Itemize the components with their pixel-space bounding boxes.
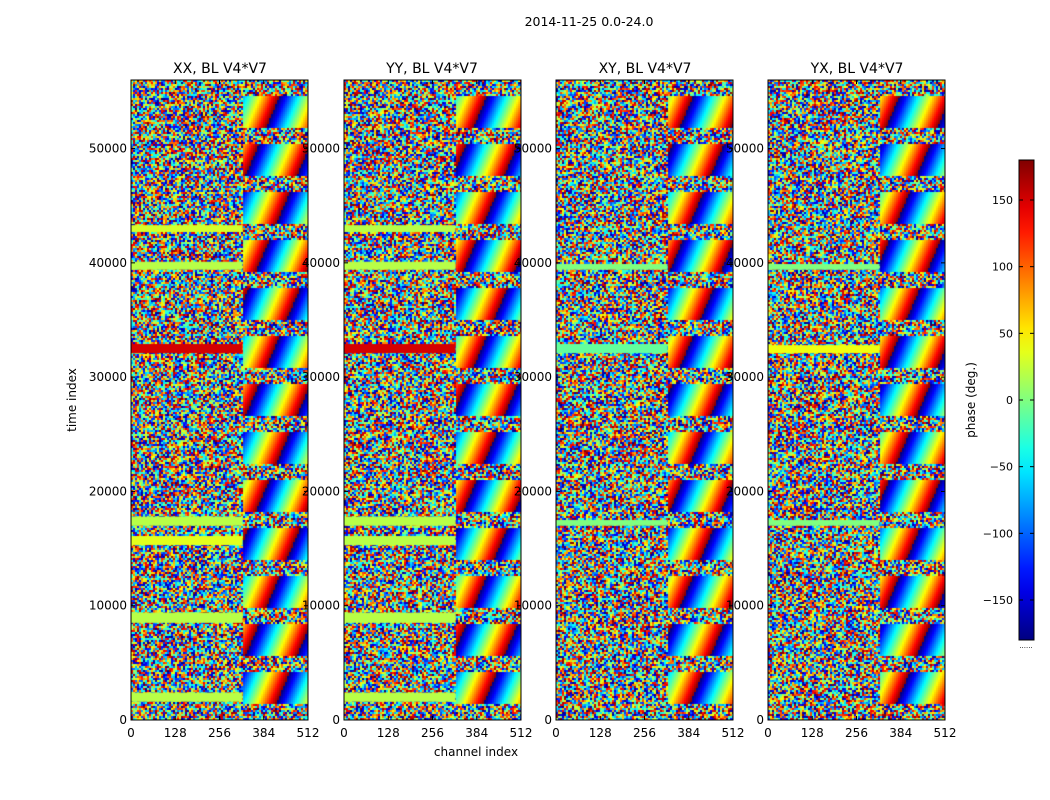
y-axis-label: time index — [65, 368, 79, 432]
y-tick-label: 50000 — [726, 142, 764, 156]
x-tick-label: 384 — [889, 726, 912, 740]
colorbar-tick-label: −100 — [983, 527, 1013, 540]
x-tick-label: 0 — [340, 726, 348, 740]
y-tick-label: 10000 — [726, 599, 764, 613]
x-tick-label: 256 — [208, 726, 231, 740]
y-tick-label: 50000 — [89, 142, 127, 156]
x-tick-label: 128 — [589, 726, 612, 740]
panel-title: YY, BL V4*V7 — [385, 61, 478, 77]
phase-image-3 — [768, 80, 945, 720]
panel-xx: XX, BL V4*V7 — [173, 61, 267, 77]
x-tick-label: 384 — [677, 726, 700, 740]
y-tick-label: 0 — [544, 713, 552, 727]
phase-image-1 — [344, 80, 521, 720]
panel-xy: XY, BL V4*V7 — [599, 61, 692, 77]
colorbar-tick-label: 150 — [992, 194, 1013, 207]
panel-title: XY, BL V4*V7 — [599, 61, 692, 77]
colorbar-label: phase (deg.) — [964, 362, 978, 438]
chart-marks: 0 128 256 384 512 0 10000 20000 30000 40000 50000 0… — [89, 79, 957, 740]
y-tick-label: 30000 — [302, 370, 340, 384]
y-tick-label: 0 — [119, 713, 127, 727]
colorbar: 150 100 50 0 −50 −100 −150 — [983, 159, 1035, 641]
panel-title: XX, BL V4*V7 — [173, 61, 267, 77]
x-tick-label: 384 — [465, 726, 488, 740]
colorbar-tick-label: −150 — [983, 594, 1013, 607]
x-tick-label: 128 — [164, 726, 187, 740]
colorbar-tick-label: −50 — [990, 461, 1013, 474]
x-tick-label: 256 — [845, 726, 868, 740]
x-tick-label: 128 — [801, 726, 824, 740]
x-tick-label: 512 — [722, 726, 745, 740]
x-tick-label: 384 — [252, 726, 275, 740]
colorbar-tick-label: 0 — [1006, 394, 1013, 407]
y-tick-label: 0 — [332, 713, 340, 727]
y-tick-label: 10000 — [302, 599, 340, 613]
y-tick-label: 40000 — [514, 256, 552, 270]
x-tick-label: 0 — [127, 726, 135, 740]
x-tick-label: 256 — [633, 726, 656, 740]
phase-image-2 — [556, 80, 733, 720]
y-tick-label: 40000 — [302, 256, 340, 270]
panel-yy: YY, BL V4*V7 — [385, 61, 478, 77]
y-tick-label: 40000 — [89, 256, 127, 270]
figure-suptitle: 2014-11-25 0.0-24.0 — [525, 14, 654, 29]
x-tick-label: 512 — [510, 726, 533, 740]
y-tick-label: 30000 — [89, 370, 127, 384]
colorbar-tick-label: 50 — [999, 327, 1013, 340]
y-tick-label: 10000 — [89, 599, 127, 613]
y-tick-label: 20000 — [89, 484, 127, 498]
y-tick-label: 20000 — [514, 484, 552, 498]
panel-yx: YX, BL V4*V7 — [810, 61, 904, 77]
y-tick-label: 20000 — [302, 484, 340, 498]
panel-title: YX, BL V4*V7 — [810, 61, 904, 77]
x-tick-label: 0 — [764, 726, 772, 740]
y-tick-label: 20000 — [726, 484, 764, 498]
x-tick-label: 128 — [377, 726, 400, 740]
colorbar-tick-label: 100 — [992, 261, 1013, 274]
y-tick-label: 30000 — [514, 370, 552, 384]
phase-image-0 — [131, 80, 308, 720]
colorbar-footnote: ...... — [1019, 642, 1032, 650]
y-tick-label: 0 — [756, 713, 764, 727]
y-tick-label: 40000 — [726, 256, 764, 270]
x-tick-label: 0 — [552, 726, 560, 740]
y-tick-label: 50000 — [302, 142, 340, 156]
x-tick-label: 512 — [934, 726, 957, 740]
y-tick-label: 30000 — [726, 370, 764, 384]
x-axis-label: channel index — [434, 745, 518, 759]
x-tick-label: 512 — [297, 726, 320, 740]
y-tick-label: 50000 — [514, 142, 552, 156]
y-tick-label: 10000 — [514, 599, 552, 613]
x-tick-label: 256 — [421, 726, 444, 740]
